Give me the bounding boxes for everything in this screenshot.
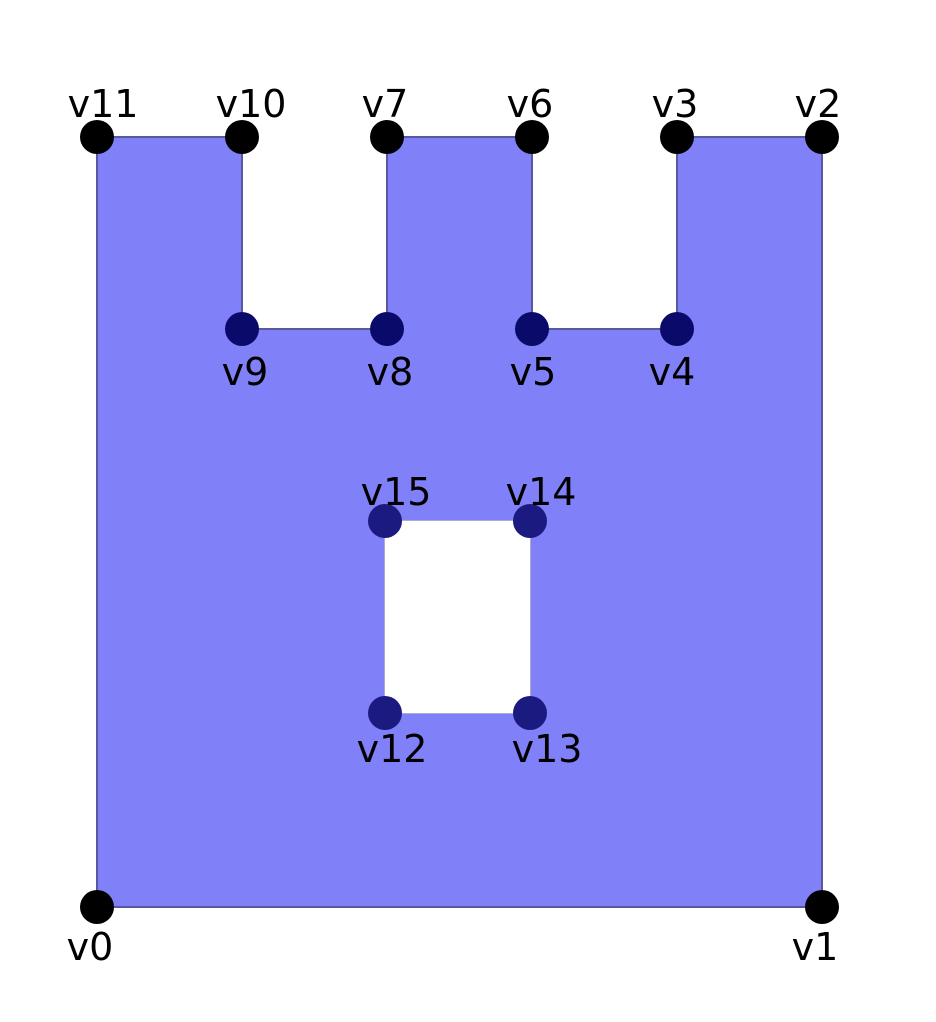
vertex-v8	[370, 312, 404, 346]
vertex-label-v10: v10	[216, 82, 287, 126]
vertex-v13	[513, 696, 547, 730]
vertex-label-v0: v0	[67, 925, 114, 969]
vertex-v4	[660, 312, 694, 346]
vertex-layer	[80, 120, 839, 924]
vertex-label-v14: v14	[506, 470, 577, 514]
vertex-label-v15: v15	[361, 470, 432, 514]
vertex-v7	[370, 120, 404, 154]
vertex-label-v13: v13	[512, 727, 583, 771]
vertex-v2	[805, 120, 839, 154]
vertex-v6	[515, 120, 549, 154]
vertex-v5	[515, 312, 549, 346]
vertex-v15	[368, 504, 402, 538]
hole-outline	[384, 520, 531, 714]
vertex-label-v2: v2	[795, 82, 842, 126]
vertex-label-v9: v9	[222, 350, 269, 394]
vertex-label-v4: v4	[649, 350, 696, 394]
vertex-label-layer: v0 v1 v2 v3 v4 v5 v6 v7 v8 v9 v10 v11 v12 v13 v14 v15	[67, 82, 842, 969]
vertex-v10	[225, 120, 259, 154]
vertex-label-v3: v3	[652, 82, 699, 126]
vertex-v1	[805, 890, 839, 924]
vertex-v12	[368, 696, 402, 730]
vertex-v9	[225, 312, 259, 346]
vertex-label-v6: v6	[507, 82, 554, 126]
vertex-label-v7: v7	[362, 82, 409, 126]
vertex-v0	[80, 890, 114, 924]
vertex-label-v8: v8	[367, 350, 414, 394]
vertex-label-v5: v5	[510, 350, 557, 394]
vertex-label-v11: v11	[68, 82, 139, 126]
vertex-label-v12: v12	[357, 727, 428, 771]
vertex-v3	[660, 120, 694, 154]
vertex-label-v1: v1	[792, 925, 839, 969]
vertex-v11	[80, 120, 114, 154]
vertex-v14	[513, 504, 547, 538]
